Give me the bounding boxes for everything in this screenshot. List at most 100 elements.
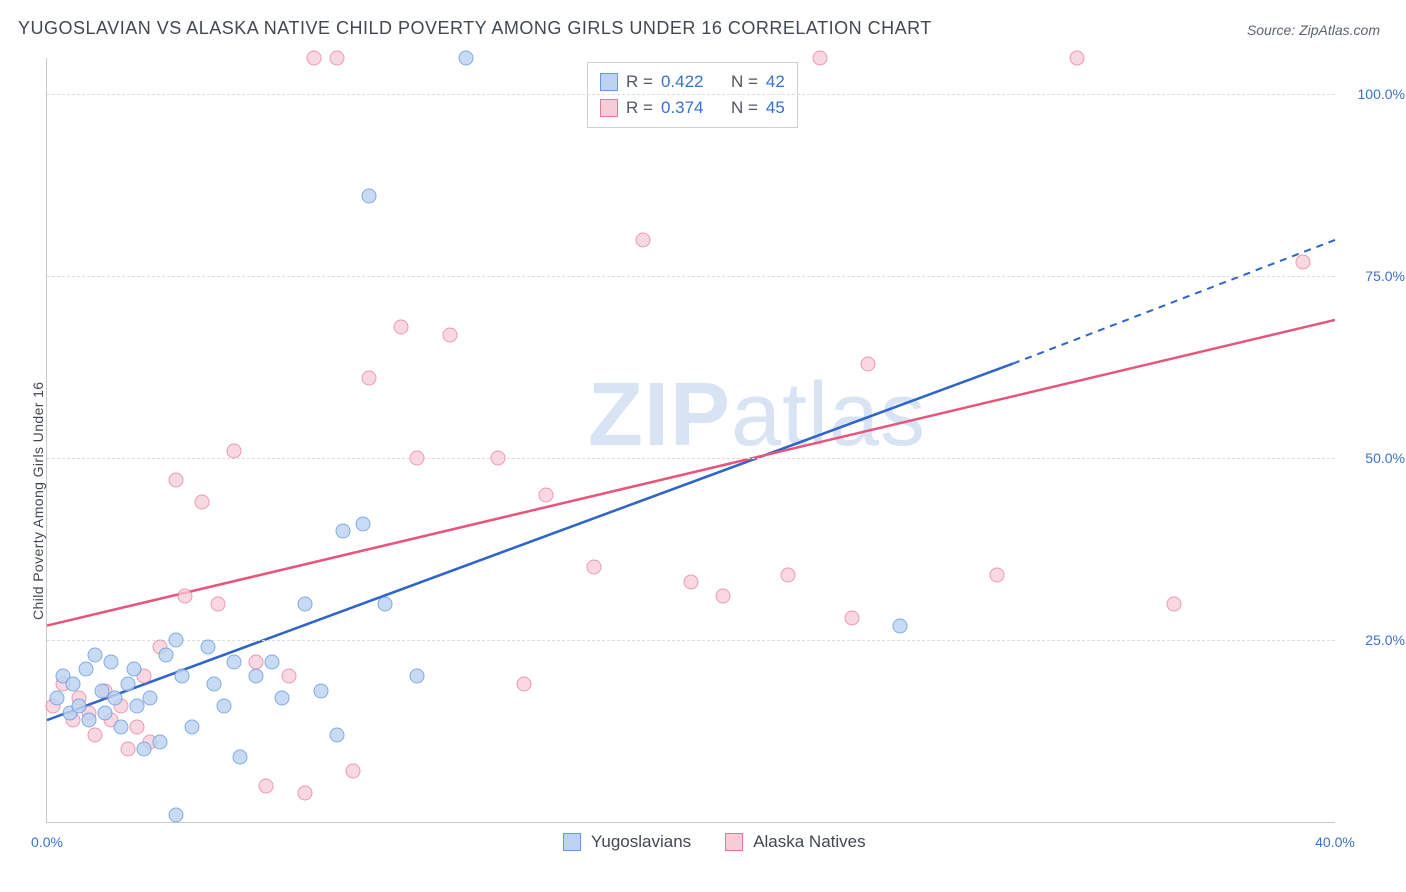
- scatter-point-yugoslavians: [175, 669, 190, 684]
- series-legend: Yugoslavians Alaska Natives: [563, 832, 866, 852]
- y-tick-label: 25.0%: [1345, 632, 1405, 648]
- y-tick-label: 100.0%: [1345, 86, 1405, 102]
- scatter-point-alaska-natives: [297, 785, 312, 800]
- scatter-point-alaska-natives: [345, 764, 360, 779]
- scatter-point-yugoslavians: [152, 734, 167, 749]
- scatter-point-yugoslavians: [329, 727, 344, 742]
- scatter-point-yugoslavians: [378, 596, 393, 611]
- scatter-point-yugoslavians: [410, 669, 425, 684]
- scatter-point-alaska-natives: [226, 443, 241, 458]
- scatter-point-alaska-natives: [516, 676, 531, 691]
- y-tick-label: 50.0%: [1345, 450, 1405, 466]
- scatter-point-alaska-natives: [539, 487, 554, 502]
- scatter-point-yugoslavians: [65, 676, 80, 691]
- scatter-point-alaska-natives: [812, 51, 827, 66]
- stats-n-label: N =: [731, 69, 758, 95]
- x-tick-label: 40.0%: [1315, 834, 1355, 850]
- scatter-point-alaska-natives: [210, 596, 225, 611]
- scatter-point-yugoslavians: [893, 618, 908, 633]
- scatter-point-alaska-natives: [1167, 596, 1182, 611]
- scatter-point-yugoslavians: [458, 51, 473, 66]
- scatter-point-yugoslavians: [97, 705, 112, 720]
- legend-swatch-icon: [725, 833, 743, 851]
- scatter-point-yugoslavians: [226, 654, 241, 669]
- scatter-point-yugoslavians: [355, 516, 370, 531]
- scatter-point-alaska-natives: [249, 654, 264, 669]
- scatter-point-alaska-natives: [780, 567, 795, 582]
- scatter-point-yugoslavians: [275, 691, 290, 706]
- scatter-point-yugoslavians: [184, 720, 199, 735]
- scatter-point-alaska-natives: [329, 51, 344, 66]
- gridline: [47, 458, 1335, 459]
- scatter-point-yugoslavians: [114, 720, 129, 735]
- scatter-point-yugoslavians: [107, 691, 122, 706]
- y-tick-label: 75.0%: [1345, 268, 1405, 284]
- scatter-point-yugoslavians: [120, 676, 135, 691]
- stats-r-label: R =: [626, 95, 653, 121]
- scatter-point-yugoslavians: [265, 654, 280, 669]
- legend-label: Yugoslavians: [591, 832, 691, 852]
- stats-r-value: 0.374: [661, 95, 713, 121]
- scatter-point-alaska-natives: [168, 473, 183, 488]
- scatter-point-yugoslavians: [336, 523, 351, 538]
- scatter-point-yugoslavians: [49, 691, 64, 706]
- scatter-point-alaska-natives: [130, 720, 145, 735]
- scatter-point-yugoslavians: [81, 713, 96, 728]
- scatter-point-alaska-natives: [307, 51, 322, 66]
- scatter-point-alaska-natives: [989, 567, 1004, 582]
- scatter-point-alaska-natives: [194, 494, 209, 509]
- scatter-point-yugoslavians: [313, 684, 328, 699]
- scatter-point-alaska-natives: [120, 742, 135, 757]
- stats-r-label: R =: [626, 69, 653, 95]
- scatter-point-yugoslavians: [207, 676, 222, 691]
- scatter-point-alaska-natives: [861, 356, 876, 371]
- scatter-point-alaska-natives: [1295, 254, 1310, 269]
- scatter-point-alaska-natives: [684, 574, 699, 589]
- stats-r-value: 0.422: [661, 69, 713, 95]
- legend-swatch-icon: [600, 99, 618, 117]
- y-axis-label: Child Poverty Among Girls Under 16: [30, 382, 46, 620]
- scatter-point-yugoslavians: [233, 749, 248, 764]
- scatter-point-alaska-natives: [394, 320, 409, 335]
- legend-label: Alaska Natives: [753, 832, 865, 852]
- scatter-point-alaska-natives: [635, 232, 650, 247]
- scatter-point-yugoslavians: [72, 698, 87, 713]
- scatter-point-yugoslavians: [159, 647, 174, 662]
- gridline: [47, 94, 1335, 95]
- scatter-point-alaska-natives: [845, 611, 860, 626]
- scatter-point-yugoslavians: [168, 807, 183, 822]
- scatter-point-alaska-natives: [281, 669, 296, 684]
- scatter-point-yugoslavians: [249, 669, 264, 684]
- gridline: [47, 276, 1335, 277]
- scatter-point-yugoslavians: [104, 654, 119, 669]
- source-attribution: Source: ZipAtlas.com: [1247, 22, 1380, 38]
- stats-n-label: N =: [731, 95, 758, 121]
- stats-row-yugoslavians: R = 0.422 N = 42: [600, 69, 785, 95]
- scatter-point-alaska-natives: [1070, 51, 1085, 66]
- scatter-point-yugoslavians: [126, 662, 141, 677]
- scatter-point-yugoslavians: [143, 691, 158, 706]
- scatter-point-alaska-natives: [587, 560, 602, 575]
- scatter-point-alaska-natives: [442, 327, 457, 342]
- x-tick-label: 0.0%: [31, 834, 63, 850]
- scatter-point-yugoslavians: [168, 633, 183, 648]
- scatter-point-yugoslavians: [201, 640, 216, 655]
- stats-n-value: 42: [766, 69, 785, 95]
- scatter-point-yugoslavians: [217, 698, 232, 713]
- gridline: [47, 640, 1335, 641]
- scatter-point-alaska-natives: [258, 778, 273, 793]
- scatter-point-alaska-natives: [716, 589, 731, 604]
- trend-lines: [47, 58, 1335, 822]
- scatter-point-alaska-natives: [178, 589, 193, 604]
- scatter-point-alaska-natives: [362, 371, 377, 386]
- scatter-point-alaska-natives: [490, 451, 505, 466]
- chart-title: YUGOSLAVIAN VS ALASKA NATIVE CHILD POVER…: [18, 18, 932, 39]
- stats-row-alaska-natives: R = 0.374 N = 45: [600, 95, 785, 121]
- scatter-point-yugoslavians: [88, 647, 103, 662]
- scatter-point-yugoslavians: [297, 596, 312, 611]
- legend-swatch-icon: [563, 833, 581, 851]
- stats-n-value: 45: [766, 95, 785, 121]
- scatter-point-yugoslavians: [136, 742, 151, 757]
- legend-swatch-icon: [600, 73, 618, 91]
- plot-area: ZIPatlas R =0.422N =42R =0.374N =45 Yugo…: [46, 58, 1335, 823]
